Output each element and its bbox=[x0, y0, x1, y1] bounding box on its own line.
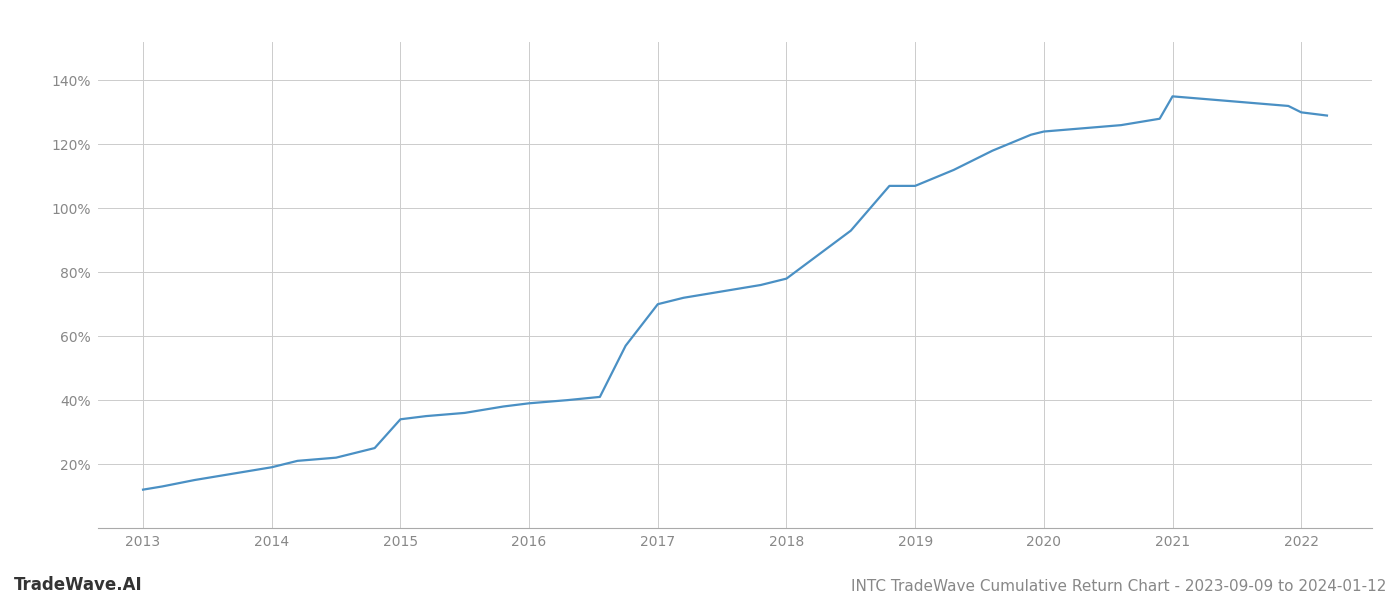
Text: TradeWave.AI: TradeWave.AI bbox=[14, 576, 143, 594]
Text: INTC TradeWave Cumulative Return Chart - 2023-09-09 to 2024-01-12: INTC TradeWave Cumulative Return Chart -… bbox=[851, 579, 1386, 594]
